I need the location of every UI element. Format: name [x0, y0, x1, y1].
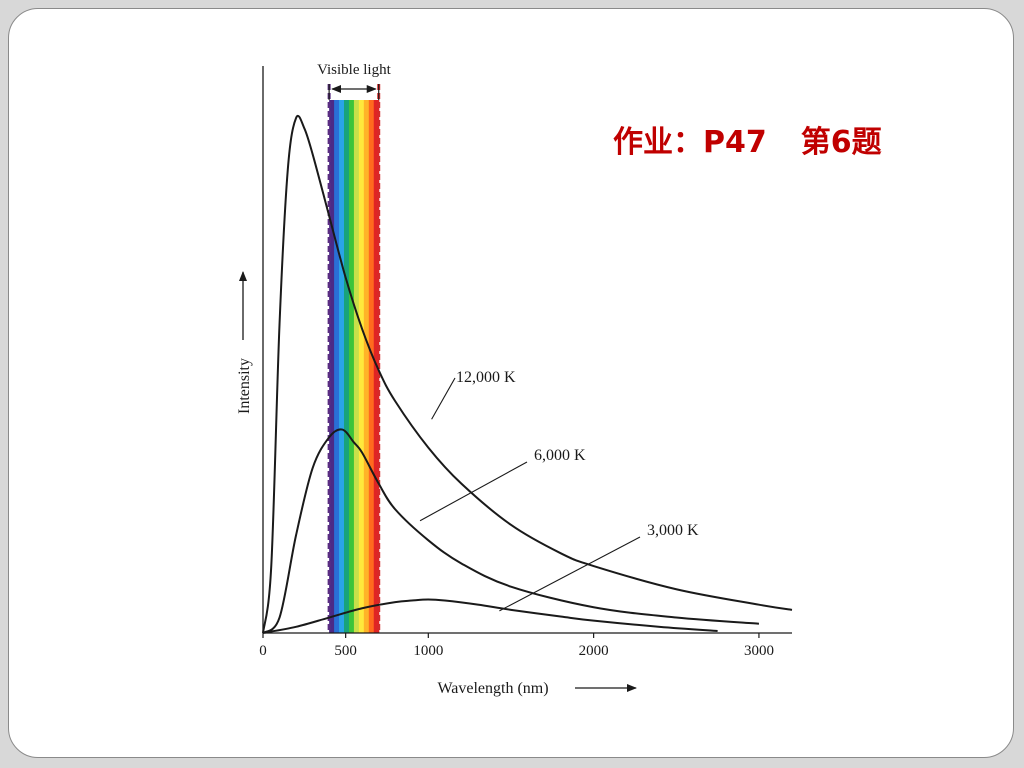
homework-page: P47	[703, 125, 767, 160]
curves	[262, 114, 793, 634]
x-tick-label: 1000	[413, 643, 443, 659]
series-label: 12,000 K	[456, 369, 516, 386]
x-tick-label: 2000	[579, 643, 609, 659]
band-stripe	[339, 100, 345, 633]
series-label: 3,000 K	[647, 522, 699, 539]
band-stripe	[368, 100, 375, 633]
homework-prefix: 作业：	[613, 125, 703, 160]
series-leader-line	[499, 536, 641, 612]
labels: 12,000 K 6,000 K 3,000 K	[419, 369, 699, 612]
homework-problem: 第6题	[800, 125, 882, 160]
visible-light-band: Visible light	[317, 62, 392, 633]
band-stripe	[353, 100, 360, 633]
curve-12000k	[262, 114, 793, 634]
band-stripe	[363, 100, 370, 633]
band-stripe	[334, 100, 340, 633]
band-stripe	[344, 100, 350, 633]
series-leader-line	[419, 461, 528, 522]
axes: 0 500 1000 2000 3000 Wavelength (nm) Intensity	[236, 66, 792, 697]
band-stripe	[358, 100, 365, 633]
curve-6000k	[262, 428, 760, 634]
x-axis-label: Wavelength (nm)	[437, 680, 548, 697]
x-tick-label: 500	[334, 643, 357, 659]
x-tick-label: 3000	[744, 643, 774, 659]
curve-3000k	[262, 598, 718, 634]
series-leader-line	[431, 377, 456, 420]
y-axis-label: Intensity	[236, 358, 253, 414]
homework-title: 作业：P47 第6题	[613, 117, 882, 161]
band-stripe	[348, 100, 355, 633]
x-tick-label: 0	[259, 643, 267, 659]
visible-light-label: Visible light	[317, 62, 392, 78]
band-stripe	[329, 100, 335, 633]
series-label: 6,000 K	[534, 447, 586, 464]
